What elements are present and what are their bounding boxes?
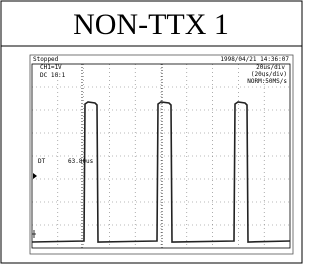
cursor-label: DT bbox=[38, 158, 46, 165]
timestamp: 1998/04/21 14:36:07 bbox=[220, 56, 289, 63]
channel: CH1=1V bbox=[40, 64, 62, 71]
acquisition-mode: NORM:50MS/s bbox=[247, 78, 287, 85]
page: NON-TTX 1 Stopped CH1=1V DC 10:1 1998/04… bbox=[0, 0, 320, 264]
title: NON-TTX 1 bbox=[73, 8, 229, 41]
figure: NON-TTX 1 Stopped CH1=1V DC 10:1 1998/04… bbox=[0, 0, 303, 264]
status: Stopped bbox=[33, 56, 59, 63]
timebase: 20us/div bbox=[256, 64, 285, 71]
timebase-zoom: (20us/div) bbox=[251, 71, 287, 78]
cursor-value: 63.80us bbox=[68, 158, 94, 165]
coupling: DC 10:1 bbox=[40, 72, 66, 79]
